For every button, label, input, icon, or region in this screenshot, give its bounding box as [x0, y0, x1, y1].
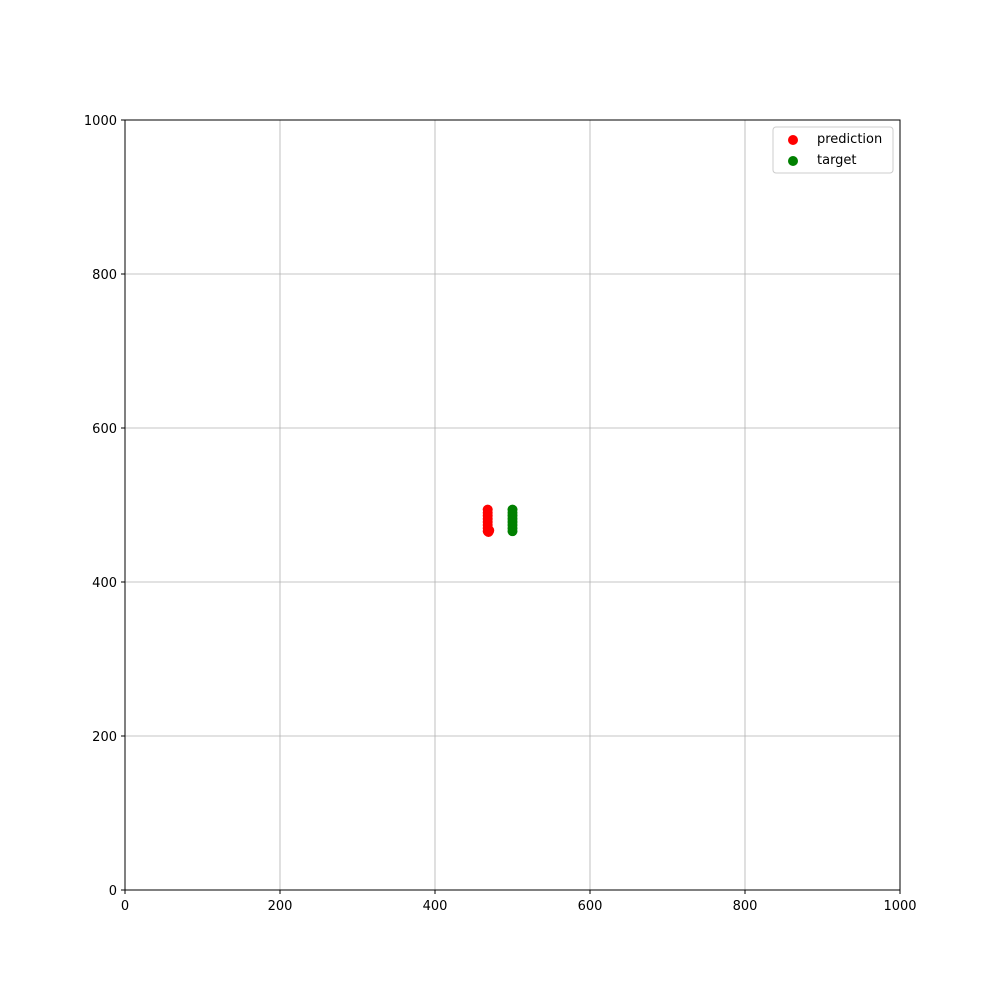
legend-label-target: target — [817, 153, 857, 168]
plot-area-frame — [124, 119, 901, 891]
y-tick-label: 600 — [92, 422, 117, 437]
x-tick-label: 800 — [733, 899, 758, 914]
y-tick-label: 800 — [92, 268, 117, 283]
y-tick-label: 200 — [92, 730, 117, 745]
x-tick-label: 400 — [423, 899, 448, 914]
x-tick-label: 200 — [268, 899, 293, 914]
y-tick-label: 1000 — [84, 114, 117, 129]
legend-label-prediction: prediction — [817, 132, 882, 147]
point-target — [507, 504, 518, 515]
x-tick-label: 0 — [121, 899, 129, 914]
legend-marker-target — [788, 156, 798, 166]
data-points — [482, 504, 518, 537]
legend-frame — [772, 126, 894, 174]
legend: prediction target — [772, 126, 894, 174]
x-tick-label: 600 — [578, 899, 603, 914]
y-tick-label: 0 — [109, 884, 117, 899]
x-tick-label: 1000 — [883, 899, 916, 914]
legend-marker-prediction — [788, 135, 798, 145]
axis-ticks: 0 200 400 600 800 1000 0 200 400 600 800 1000 — [84, 114, 917, 914]
point-prediction — [484, 525, 495, 536]
y-tick-label: 400 — [92, 576, 117, 591]
point-prediction — [482, 504, 493, 515]
